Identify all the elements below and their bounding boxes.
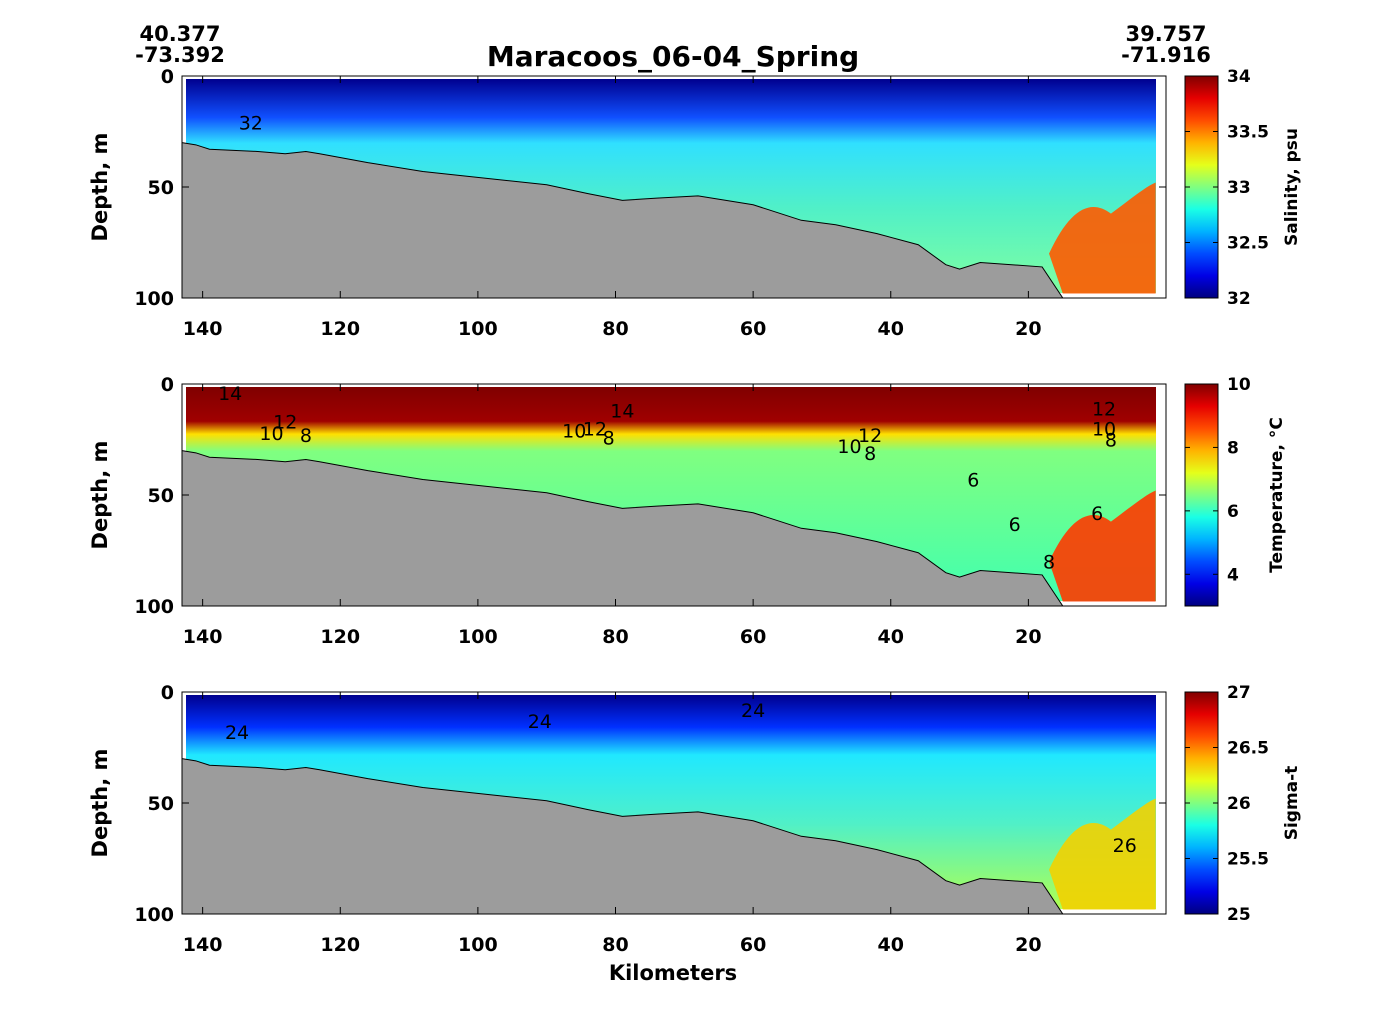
x-tick-label: 40 (878, 318, 904, 340)
colorbar-tick-label: 26.5 (1227, 739, 1269, 759)
temperature-colorbar-label: Temperature, °C (1267, 417, 1287, 573)
colorbar-tick-label: 25 (1227, 905, 1251, 925)
temperature-ylabel: Depth, m (88, 441, 112, 550)
x-tick-label: 140 (183, 934, 223, 956)
x-tick-label: 100 (458, 934, 498, 956)
x-tick-label: 120 (320, 318, 360, 340)
contour-label: 14 (610, 401, 634, 423)
y-tick-label: 100 (134, 904, 174, 926)
start-latitude: 40.377 (139, 22, 220, 46)
y-tick-label: 0 (161, 374, 174, 396)
contour-label: 6 (1009, 514, 1021, 536)
x-tick-label: 80 (602, 318, 628, 340)
contour-label: 8 (300, 425, 312, 447)
figure-title: Maracoos_06-04_Spring (487, 40, 859, 73)
y-tick-label: 50 (148, 485, 174, 507)
contour-label: 24 (528, 711, 552, 733)
colorbar-tick-label: 8 (1227, 438, 1239, 458)
contour-label: 12 (273, 412, 297, 434)
start-longitude: -73.392 (135, 43, 225, 67)
salinity-seabed (181, 142, 1064, 299)
x-tick-label: 40 (878, 934, 904, 956)
contour-label: 8 (603, 427, 615, 449)
x-tick-label: 20 (1015, 626, 1041, 648)
salinity-shelf-water (1049, 182, 1156, 294)
contour-label: 8 (1043, 552, 1055, 574)
contour-label: 10 (562, 421, 586, 443)
x-tick-label: 100 (458, 626, 498, 648)
contour-label: 6 (967, 469, 979, 491)
y-tick-label: 50 (148, 793, 174, 815)
contour-label: 12 (583, 418, 607, 440)
contour-label: 32 (239, 113, 263, 135)
x-tick-label: 120 (320, 626, 360, 648)
contour-label: 8 (1105, 430, 1117, 452)
x-tick-label: 80 (602, 934, 628, 956)
contour-label: 8 (864, 443, 876, 465)
end-latitude: 39.757 (1125, 22, 1206, 46)
x-tick-label: 60 (740, 318, 766, 340)
x-axis-label: Kilometers (609, 961, 737, 985)
x-tick-label: 120 (320, 934, 360, 956)
colorbar-tick-label: 34 (1227, 67, 1251, 87)
salinity-colorbar-label: Salinity, psu (1282, 128, 1302, 246)
sigma-t-colorbar-label: Sigma-t (1282, 766, 1302, 841)
temperature-shelf-water (1049, 490, 1156, 602)
contour-label: 10 (1092, 418, 1116, 440)
colorbar-tick-label: 25.5 (1227, 850, 1269, 870)
x-tick-label: 20 (1015, 318, 1041, 340)
y-tick-label: 100 (134, 288, 174, 310)
sigma_t-shelf-water (1049, 798, 1156, 910)
contour-label: 10 (837, 436, 861, 458)
x-tick-label: 100 (458, 318, 498, 340)
contour-label: 26 (1113, 835, 1137, 857)
x-tick-label: 140 (183, 626, 223, 648)
sigma-t-panel: 24 24 24 26 140 120 100 80 60 40 20 0 50 100 Depth,… (88, 682, 1302, 956)
contour-label: 10 (259, 423, 283, 445)
x-tick-label: 140 (183, 318, 223, 340)
sigma_t-seabed (181, 758, 1064, 915)
contour-label: 24 (741, 700, 765, 722)
contour-label: 12 (1092, 398, 1116, 420)
y-tick-label: 50 (148, 177, 174, 199)
colorbar-tick-label: 32 (1227, 289, 1251, 309)
colorbar-tick-label: 33 (1227, 178, 1251, 198)
colorbar-scale (1184, 383, 1219, 607)
salinity-colorbar: 32 32.5 33 33.5 34 (1184, 67, 1269, 309)
contour-label: 24 (225, 722, 249, 744)
end-longitude: -71.916 (1121, 43, 1211, 67)
colorbar-tick-label: 10 (1227, 375, 1251, 395)
sigma-t-colorbar: 25 25.5 26 26.5 27 (1184, 683, 1269, 925)
y-tick-label: 0 (161, 66, 174, 88)
contour-label: 14 (218, 383, 242, 405)
contour-label: 6 (1091, 503, 1103, 525)
contour-label: 12 (858, 425, 882, 447)
sigma-t-ylabel: Depth, m (88, 749, 112, 858)
x-tick-label: 80 (602, 626, 628, 648)
x-tick-label: 60 (740, 934, 766, 956)
y-tick-label: 100 (134, 596, 174, 618)
colorbar-tick-label: 4 (1227, 565, 1239, 585)
colorbar-tick-label: 27 (1227, 683, 1251, 703)
salinity-ylabel: Depth, m (88, 133, 112, 242)
colorbar-tick-label: 26 (1227, 794, 1251, 814)
colorbar-tick-label: 32.5 (1227, 234, 1269, 254)
colorbar-scale (1184, 75, 1219, 299)
x-tick-label: 60 (740, 626, 766, 648)
x-tick-label: 40 (878, 626, 904, 648)
colorbar-tick-label: 6 (1227, 502, 1239, 522)
temperature-colorbar: 4 6 8 10 (1184, 375, 1251, 607)
colorbar-tick-label: 33.5 (1227, 123, 1269, 143)
x-tick-label: 20 (1015, 934, 1041, 956)
y-tick-label: 0 (161, 682, 174, 704)
temperature-seabed (181, 450, 1064, 607)
